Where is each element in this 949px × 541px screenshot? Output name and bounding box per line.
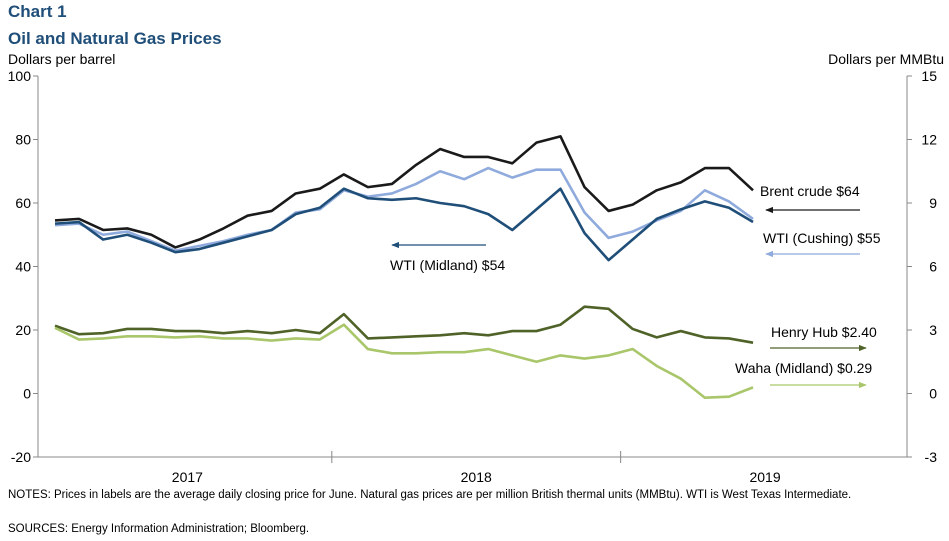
chart-title: Chart 1 [8,2,67,21]
series-label: WTI (Midland) $54 [390,257,505,273]
y-tick-label: -20 [11,449,31,465]
series-line [54,166,754,252]
y-tick-label: 100 [8,68,32,84]
y2-tick-label: -3 [925,449,938,465]
series-label: Brent crude $64 [760,183,860,199]
x-tick-label: 2019 [749,469,780,485]
y-axis-label: Dollars per barrel [8,51,115,67]
series-line [54,135,754,249]
y2-tick-label: 0 [929,386,937,402]
chart: Chart 1 Oil and Natural Gas Prices Dolla… [8,2,944,485]
y-tick-label: 0 [23,386,31,402]
y2-axis-label: Dollars per MMBtu [828,51,944,67]
y2-tick-label: 12 [921,132,937,148]
y-tick-label: 60 [15,195,31,211]
y-tick-label: 40 [15,259,31,275]
series-label: WTI (Cushing) $55 [763,230,881,246]
x-tick-label: 2017 [172,469,203,485]
y2-tick-label: 6 [929,259,937,275]
series-line [54,187,754,262]
series-label: Waha (Midland) $0.29 [735,360,872,376]
sources: SOURCES: Energy Information Administrati… [8,523,310,535]
notes: NOTES: Prices in labels are the average … [8,489,852,501]
x-tick-label: 2018 [461,469,492,485]
y-tick-label: 80 [15,132,31,148]
series-label: Henry Hub $2.40 [771,324,877,340]
y2-tick-label: 3 [929,322,937,338]
y2-tick-label: 15 [921,68,937,84]
series-line [54,305,754,344]
y2-tick-label: 9 [929,195,937,211]
chart-subtitle: Oil and Natural Gas Prices [8,29,222,48]
y-tick-label: 20 [15,322,31,338]
series-line [54,323,754,400]
